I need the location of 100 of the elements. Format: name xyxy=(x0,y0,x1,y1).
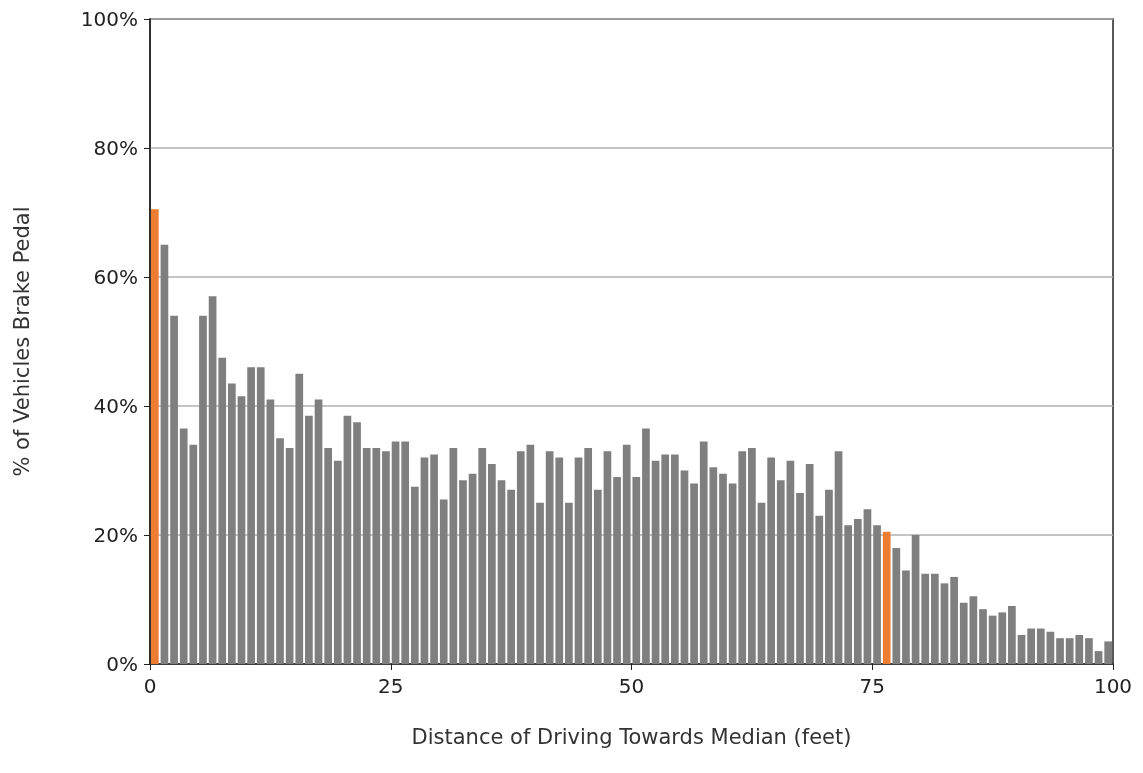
y-tick-label: 60% xyxy=(93,265,138,289)
bar xyxy=(256,367,265,664)
bar xyxy=(353,422,361,664)
bar xyxy=(382,451,390,664)
bar xyxy=(497,480,506,664)
x-tick-label: 50 xyxy=(618,674,645,698)
bar xyxy=(757,502,766,664)
bar xyxy=(1085,638,1093,664)
y-tick-label: 100% xyxy=(80,7,138,31)
bar xyxy=(468,473,477,664)
bar xyxy=(391,441,400,664)
bar xyxy=(1017,634,1026,664)
bar xyxy=(343,415,352,664)
bar xyxy=(305,415,313,664)
bar xyxy=(276,438,284,664)
bar xyxy=(748,447,756,664)
y-tick-label: 80% xyxy=(93,136,138,160)
bar xyxy=(603,451,612,664)
bar xyxy=(719,473,727,664)
bar xyxy=(199,315,207,664)
bar xyxy=(488,464,496,664)
bar xyxy=(459,480,467,664)
bar xyxy=(825,489,833,664)
bar xyxy=(950,576,958,664)
y-tick-label: 0% xyxy=(106,652,138,676)
bar xyxy=(410,486,419,664)
bar xyxy=(979,609,987,664)
bar xyxy=(680,470,689,664)
y-tick-label: 20% xyxy=(93,523,138,547)
bar xyxy=(237,396,246,664)
bar xyxy=(324,447,333,664)
bar xyxy=(699,441,708,664)
bar xyxy=(584,447,593,664)
bar xyxy=(170,315,178,664)
bar xyxy=(940,583,949,664)
bar xyxy=(536,502,544,664)
bar xyxy=(1104,641,1113,664)
bar xyxy=(969,596,978,664)
bar xyxy=(670,454,679,664)
bar xyxy=(545,451,554,664)
bar xyxy=(333,460,342,664)
bar xyxy=(738,451,747,664)
bar xyxy=(150,209,159,664)
bar xyxy=(247,367,255,664)
bar xyxy=(401,441,410,664)
x-tick-label: 0 xyxy=(143,674,157,698)
bar xyxy=(285,447,294,664)
bar xyxy=(1056,638,1064,664)
bar xyxy=(218,357,227,664)
bar xyxy=(565,502,573,664)
bar xyxy=(1094,651,1103,664)
bar xyxy=(902,570,910,664)
x-tick-label: 25 xyxy=(378,674,404,698)
x-tick-label: 100 xyxy=(1093,674,1133,698)
y-axis-title: % of Vehicles Brake Pedal xyxy=(9,206,34,477)
bar xyxy=(1046,631,1055,664)
bar xyxy=(661,454,670,664)
bar xyxy=(555,457,564,664)
bar xyxy=(911,535,920,664)
bar xyxy=(430,454,438,664)
bar xyxy=(988,615,997,664)
bar xyxy=(266,399,275,664)
bar xyxy=(786,460,795,664)
bar xyxy=(767,457,775,664)
bar xyxy=(959,602,968,664)
bar xyxy=(796,493,804,664)
bar xyxy=(1027,628,1035,664)
bar xyxy=(478,447,487,664)
bar xyxy=(516,451,525,664)
bar xyxy=(1036,628,1045,664)
bar xyxy=(651,460,660,664)
bar xyxy=(613,476,621,664)
x-axis-title: Distance of Driving Towards Median (feet) xyxy=(411,724,852,749)
bar xyxy=(853,518,862,664)
bar xyxy=(160,244,169,664)
bar xyxy=(295,373,304,664)
bar xyxy=(690,483,698,664)
bar xyxy=(526,444,535,664)
y-tick-label: 40% xyxy=(93,394,138,418)
bar xyxy=(1008,605,1016,664)
bar xyxy=(593,489,602,664)
bar xyxy=(228,383,236,664)
x-tick-label: 75 xyxy=(859,674,885,698)
bar xyxy=(507,489,515,664)
bar xyxy=(863,509,872,664)
bar xyxy=(642,428,650,664)
bar xyxy=(834,451,843,664)
bar xyxy=(709,467,718,664)
bar xyxy=(882,531,891,664)
bar xyxy=(314,399,323,664)
bar xyxy=(873,525,881,664)
bar xyxy=(420,457,429,664)
bar xyxy=(892,547,901,664)
bar xyxy=(930,573,939,664)
bar xyxy=(574,457,583,664)
bar xyxy=(776,480,785,664)
bar xyxy=(921,573,930,664)
bar xyxy=(844,525,853,664)
bar xyxy=(998,612,1007,664)
bar xyxy=(728,483,737,664)
